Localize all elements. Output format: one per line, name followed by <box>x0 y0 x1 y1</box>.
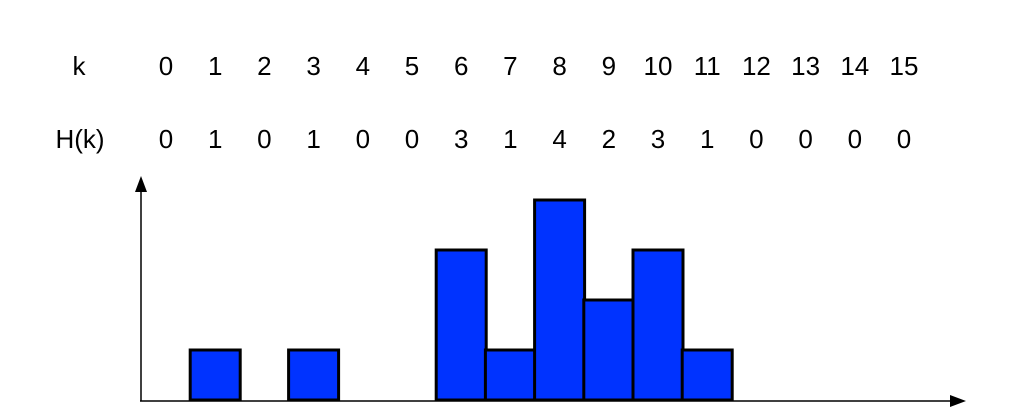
k-value-10: 10 <box>644 51 673 81</box>
h-value-7: 1 <box>503 124 517 154</box>
bar-k-1 <box>188 348 242 402</box>
h-value-6: 3 <box>454 124 468 154</box>
h-value-row: 0 1 0 1 0 0 3 1 4 2 3 1 0 0 0 0 <box>159 124 911 154</box>
k-value-14: 14 <box>840 51 869 81</box>
row-label-h: H(k) <box>55 124 104 154</box>
h-value-15: 0 <box>897 124 911 154</box>
h-value-8: 4 <box>552 124 566 154</box>
k-value-3: 3 <box>306 51 320 81</box>
k-value-15: 15 <box>890 51 919 81</box>
h-value-14: 0 <box>848 124 862 154</box>
bar-k-11 <box>680 348 734 402</box>
bar-k-3 <box>287 348 341 402</box>
k-value-6: 6 <box>454 51 468 81</box>
h-value-10: 3 <box>651 124 665 154</box>
bar-k-9 <box>582 298 636 402</box>
h-value-5: 0 <box>405 124 419 154</box>
h-value-13: 0 <box>798 124 812 154</box>
h-value-4: 0 <box>356 124 370 154</box>
h-value-2: 0 <box>257 124 271 154</box>
bar-k-6 <box>434 248 488 402</box>
h-value-1: 1 <box>208 124 222 154</box>
k-value-7: 7 <box>503 51 517 81</box>
k-value-13: 13 <box>791 51 820 81</box>
h-value-9: 2 <box>602 124 616 154</box>
h-value-12: 0 <box>749 124 763 154</box>
row-label-k: k <box>73 51 87 81</box>
bar-k-10 <box>631 248 685 402</box>
k-value-0: 0 <box>159 51 173 81</box>
bar-k-8 <box>533 198 587 402</box>
k-value-9: 9 <box>602 51 616 81</box>
x-axis-arrow <box>950 395 966 407</box>
k-value-11: 11 <box>694 51 721 81</box>
k-value-2: 2 <box>257 51 271 81</box>
k-value-4: 4 <box>356 51 370 81</box>
k-value-row: 0 1 2 3 4 5 6 7 8 9 10 11 12 13 14 15 <box>159 51 919 81</box>
bar-k-7 <box>483 348 537 402</box>
k-value-8: 8 <box>552 51 566 81</box>
histogram-bars <box>188 198 734 402</box>
k-value-12: 12 <box>742 51 771 81</box>
k-value-5: 5 <box>405 51 419 81</box>
h-value-11: 1 <box>700 124 714 154</box>
y-axis-arrow <box>135 176 147 192</box>
k-value-1: 1 <box>208 51 222 81</box>
h-value-3: 1 <box>306 124 320 154</box>
axes <box>135 176 966 407</box>
h-value-0: 0 <box>159 124 173 154</box>
